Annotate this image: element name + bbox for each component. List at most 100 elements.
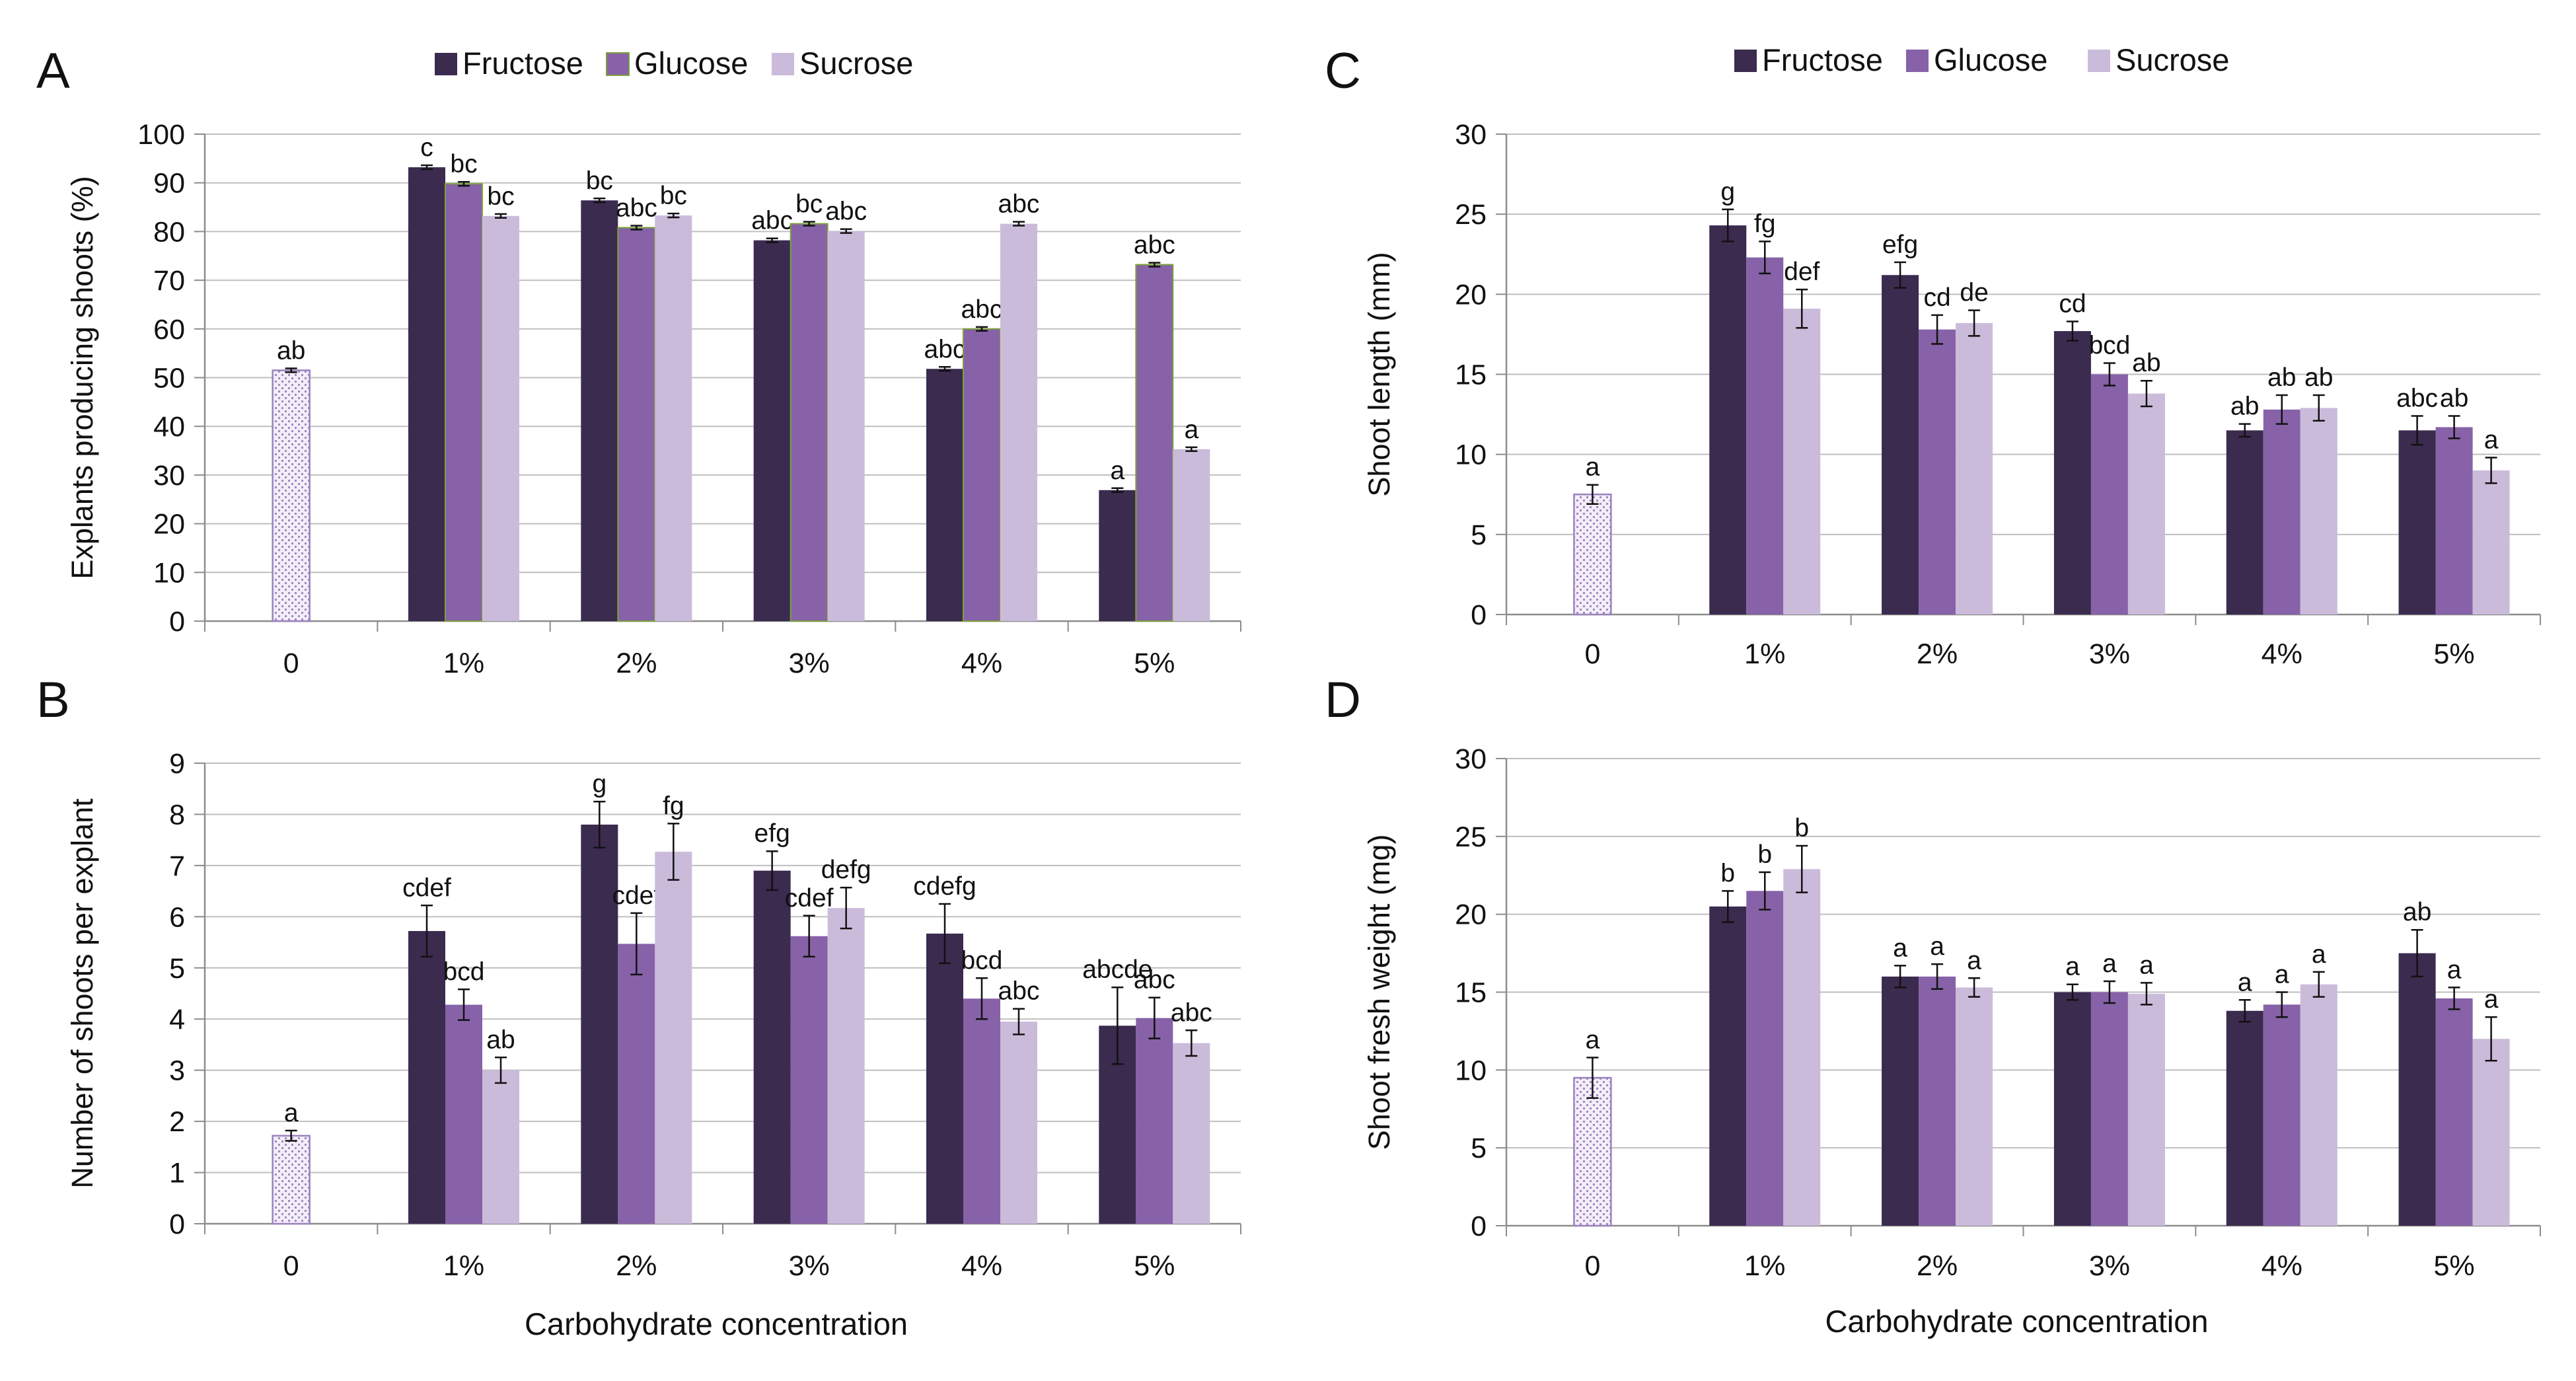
bar-glucose bbox=[2263, 409, 2300, 615]
bar-glucose bbox=[790, 223, 828, 622]
bar-fructose bbox=[581, 200, 618, 621]
bar-sucrose bbox=[655, 215, 692, 622]
sig-label-control: a bbox=[1586, 453, 1600, 482]
bar-fructose bbox=[1099, 490, 1136, 621]
legend: Fructose Glucose Sucrose bbox=[435, 46, 913, 81]
sig-label-sucrose: a bbox=[2312, 940, 2326, 969]
sig-label-fructose: g bbox=[592, 770, 607, 798]
bar-fructose bbox=[753, 870, 791, 1224]
sig-label-sucrose: a bbox=[2484, 426, 2499, 455]
x-tick-label: 0 bbox=[283, 1250, 299, 1282]
sig-label-glucose: a bbox=[2447, 955, 2462, 984]
bar-sucrose bbox=[2127, 993, 2165, 1226]
sig-label-sucrose: fg bbox=[663, 792, 684, 820]
sig-label-fructose: b bbox=[1720, 859, 1735, 887]
sig-label-fructose: cd bbox=[2059, 290, 2086, 318]
y-tick-label: 30 bbox=[1455, 743, 1487, 775]
bar-glucose bbox=[1135, 264, 1174, 622]
sig-label-fructose: abcde bbox=[1082, 955, 1152, 984]
bar-glucose bbox=[617, 227, 656, 622]
sig-label-fructose: efg bbox=[754, 819, 790, 848]
y-tick-label: 20 bbox=[1455, 899, 1487, 931]
sig-label-glucose: cdef bbox=[785, 884, 834, 913]
bar-sucrose bbox=[1173, 449, 1210, 621]
bar-fructose bbox=[1709, 906, 1747, 1226]
bar-control bbox=[1573, 494, 1612, 616]
bar-fructose bbox=[2398, 953, 2436, 1226]
bar-sucrose bbox=[655, 851, 692, 1224]
bar-glucose bbox=[2090, 374, 2128, 615]
bar-fructose bbox=[1882, 976, 1919, 1226]
y-tick-label: 8 bbox=[169, 799, 185, 831]
sig-label-fructose: a bbox=[2238, 968, 2252, 996]
y-tick-label: 40 bbox=[153, 411, 185, 443]
sig-label-fructose: ab bbox=[2403, 898, 2431, 926]
x-tick-label: 2% bbox=[1917, 638, 1958, 670]
sig-label-control: ab bbox=[277, 336, 305, 365]
sig-label-sucrose: defg bbox=[821, 856, 871, 884]
bar-fructose bbox=[2053, 331, 2091, 615]
sig-label-glucose: abc bbox=[1134, 966, 1175, 994]
bar-glucose bbox=[1136, 1018, 1173, 1224]
sig-label-glucose: bcd bbox=[2088, 332, 2130, 360]
sig-label-fructose: a bbox=[2065, 953, 2080, 981]
bar-fructose bbox=[2053, 992, 2091, 1226]
x-tick-label: 0 bbox=[283, 648, 299, 679]
bar-glucose bbox=[2090, 992, 2128, 1226]
y-tick-label: 0 bbox=[169, 1209, 185, 1240]
sig-label-sucrose: abc bbox=[998, 977, 1040, 1006]
y-tick-label: 25 bbox=[1455, 199, 1487, 231]
bar-glucose bbox=[790, 936, 828, 1224]
x-tick-label: 5% bbox=[1134, 648, 1175, 679]
x-tick-label: 1% bbox=[443, 648, 484, 679]
bar-glucose bbox=[1746, 891, 1784, 1226]
x-tick-label: 2% bbox=[1917, 1250, 1958, 1282]
y-tick-label: 70 bbox=[153, 265, 185, 297]
sig-label-glucose: abc bbox=[961, 295, 1003, 324]
y-tick-label: 1 bbox=[169, 1158, 185, 1189]
y-tick-label: 20 bbox=[1455, 279, 1487, 311]
sig-label-glucose: bcd bbox=[443, 957, 485, 986]
sig-label-sucrose: de bbox=[1960, 279, 1988, 307]
y-tick-label: 80 bbox=[153, 216, 185, 248]
sig-label-glucose: cdef bbox=[612, 881, 661, 910]
legend: Fructose Glucose Sucrose bbox=[1734, 42, 2229, 77]
sig-label-glucose: bc bbox=[450, 150, 477, 178]
bar-glucose bbox=[963, 998, 1000, 1224]
x-tick-label: 5% bbox=[2434, 638, 2475, 670]
sig-label-glucose: abc bbox=[616, 194, 657, 223]
sig-label-fructose: cdef bbox=[402, 874, 451, 902]
y-tick-label: 7 bbox=[169, 850, 185, 882]
bar-fructose bbox=[408, 931, 445, 1224]
y-tick-label: 25 bbox=[1455, 821, 1487, 853]
bar-sucrose bbox=[482, 1070, 519, 1224]
legend-swatch-fructose bbox=[1734, 50, 1757, 72]
x-axis-label: Carbohydrate concentration bbox=[1825, 1304, 2208, 1339]
y-tick-label: 5 bbox=[1471, 519, 1487, 551]
y-tick-label: 100 bbox=[137, 119, 185, 151]
sig-label-sucrose: ab bbox=[2132, 349, 2160, 377]
x-tick-label: 1% bbox=[443, 1250, 484, 1282]
bar-glucose bbox=[963, 328, 1001, 622]
y-tick-label: 30 bbox=[153, 460, 185, 492]
y-tick-label: 9 bbox=[169, 748, 185, 780]
bar-fructose bbox=[581, 824, 618, 1224]
sig-label-sucrose: abc bbox=[825, 198, 867, 226]
y-tick-label: 30 bbox=[1455, 119, 1487, 151]
sig-label-glucose: ab bbox=[2267, 363, 2296, 392]
sig-label-fructose: abc bbox=[751, 207, 793, 235]
bar-fructose bbox=[2226, 430, 2263, 615]
x-tick-label: 3% bbox=[789, 1250, 830, 1282]
bar-sucrose bbox=[1783, 309, 1821, 615]
bar-sucrose bbox=[1956, 987, 1993, 1226]
legend-swatch-glucose bbox=[606, 52, 630, 76]
sig-label-sucrose: abc bbox=[1171, 998, 1212, 1027]
sig-label-fructose: a bbox=[1110, 457, 1124, 485]
y-tick-label: 6 bbox=[169, 901, 185, 933]
bar-glucose bbox=[445, 183, 483, 622]
bar-glucose bbox=[1919, 329, 1956, 615]
sig-label-fructose: g bbox=[1720, 178, 1735, 206]
bar-fructose bbox=[408, 167, 445, 622]
y-tick-label: 20 bbox=[153, 509, 185, 541]
